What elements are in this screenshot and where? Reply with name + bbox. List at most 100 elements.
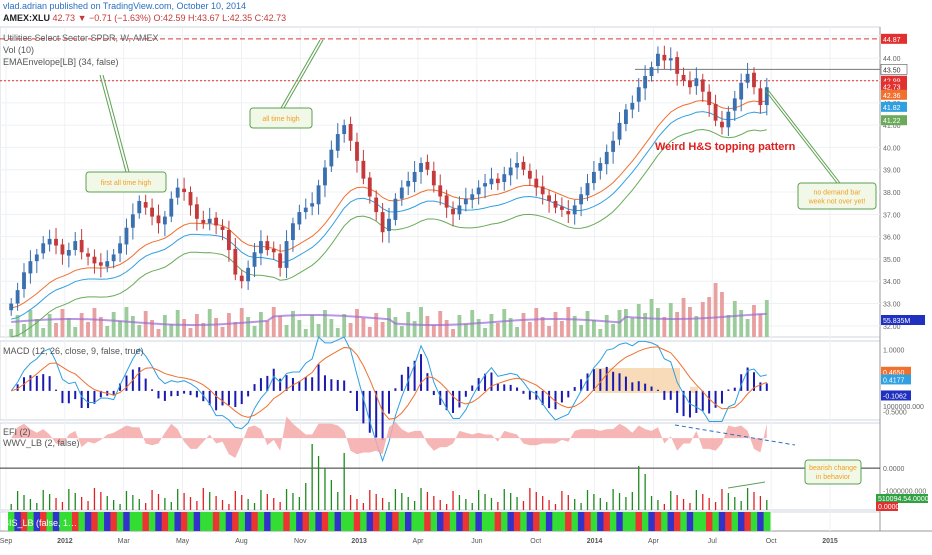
macd-signal-line (11, 346, 767, 420)
bis-cell (270, 512, 278, 531)
candle-body (393, 198, 398, 220)
volume-bar (732, 301, 737, 337)
bis-cell (705, 512, 713, 531)
macd-histogram-bar (528, 390, 531, 400)
candle-body (34, 254, 39, 262)
volume-bar (150, 320, 154, 337)
price-tag-bg (881, 89, 907, 100)
bis-cell (129, 512, 137, 531)
candle-body (246, 267, 251, 282)
efi-tag-label: 0.0000 (878, 504, 900, 511)
bis-cell (456, 512, 464, 531)
volume-bar (207, 309, 212, 337)
volume-bar (527, 322, 532, 337)
macd-histogram-bar (42, 374, 45, 391)
candle-body (303, 207, 308, 213)
candle-body (720, 121, 724, 128)
price-tag-bg (881, 81, 907, 92)
price-change: ▼ −0.71 (−1.63%) (77, 13, 152, 23)
macd-histogram-bar (759, 382, 762, 391)
macd-histogram-bar (388, 390, 390, 414)
no-demand-note-box (797, 182, 877, 210)
candle-body (284, 241, 289, 268)
candle-body (22, 272, 26, 290)
volume-bar (22, 324, 26, 337)
macd-histogram-bar (746, 367, 749, 391)
macd-histogram-bar (573, 387, 576, 391)
bis-cell (148, 512, 156, 531)
volume-bar (291, 311, 295, 337)
bis-cell (232, 512, 240, 531)
symbol-name[interactable]: AMEX:XLU (3, 13, 50, 23)
bis-cell (609, 512, 617, 531)
volume-bar (118, 321, 122, 337)
volume-bar (457, 315, 462, 337)
macd-histogram-bar (298, 381, 301, 391)
bis-cell (488, 512, 496, 531)
bearish-note-text: in behavior (816, 474, 851, 481)
candle-body (329, 149, 334, 167)
bis-cell (552, 512, 560, 531)
bis-cell (622, 512, 630, 531)
bis-cell (360, 512, 368, 531)
macd-histogram-bar (215, 390, 218, 411)
macd-histogram-bar (80, 390, 83, 408)
candle-body (143, 202, 148, 208)
candle-body (105, 261, 110, 267)
macd-histogram-bar (304, 377, 307, 391)
no-demand-note-pointer (764, 89, 838, 184)
candle-body (406, 180, 411, 187)
bis-cell (597, 512, 605, 531)
volume-bar (604, 315, 609, 337)
candle-body (79, 239, 84, 253)
candle-body (207, 218, 212, 224)
macd-histogram-bar (464, 390, 467, 397)
volume-bar (130, 316, 135, 337)
bis-cell (244, 512, 252, 531)
candle-body (444, 195, 449, 208)
bearish-note-box (804, 459, 862, 485)
bis-cell (494, 512, 502, 531)
bis-cell (654, 512, 662, 531)
macd-histogram-bar (208, 390, 211, 406)
macd-histogram-bar (74, 390, 77, 400)
macd-histogram-bar (240, 390, 243, 405)
candle-body (367, 177, 372, 197)
candle-body (649, 67, 654, 77)
candle-body (387, 218, 391, 232)
bis-cell (718, 512, 726, 531)
volume-bar (41, 328, 46, 337)
candle-body (201, 219, 206, 224)
bis-cell (641, 512, 649, 531)
efi-area (11, 416, 767, 458)
bis-cell (533, 512, 540, 531)
volume-bar (86, 322, 90, 337)
bis-cell (20, 512, 28, 531)
volume-bar (92, 308, 97, 337)
macd-tag-label: 0.4177 (883, 377, 905, 384)
first-ath-note-text: first all time high (101, 180, 152, 187)
volume-bar (323, 310, 327, 337)
macd-histogram-bar (452, 390, 455, 413)
macd-histogram-bar (599, 369, 602, 391)
bis-cell (526, 512, 534, 531)
volume-bar (355, 309, 359, 337)
volume-bar (547, 326, 552, 337)
candle-body (348, 124, 353, 141)
volume-bar (534, 308, 539, 337)
volume-bar (585, 311, 590, 337)
volume-bar (476, 319, 481, 337)
macd-histogram-bar (362, 390, 365, 424)
bis-cell (469, 512, 476, 531)
bis-cell (206, 512, 214, 531)
volume-bar (156, 329, 161, 337)
bis-cell (257, 512, 265, 531)
price-tag-label: 41.22 (883, 118, 901, 125)
macd-histogram-bar (471, 385, 474, 391)
macd-histogram-bar (119, 383, 122, 391)
macd-histogram-bar (247, 390, 250, 397)
candle-body (297, 212, 302, 225)
macd-histogram-bar (87, 390, 90, 409)
